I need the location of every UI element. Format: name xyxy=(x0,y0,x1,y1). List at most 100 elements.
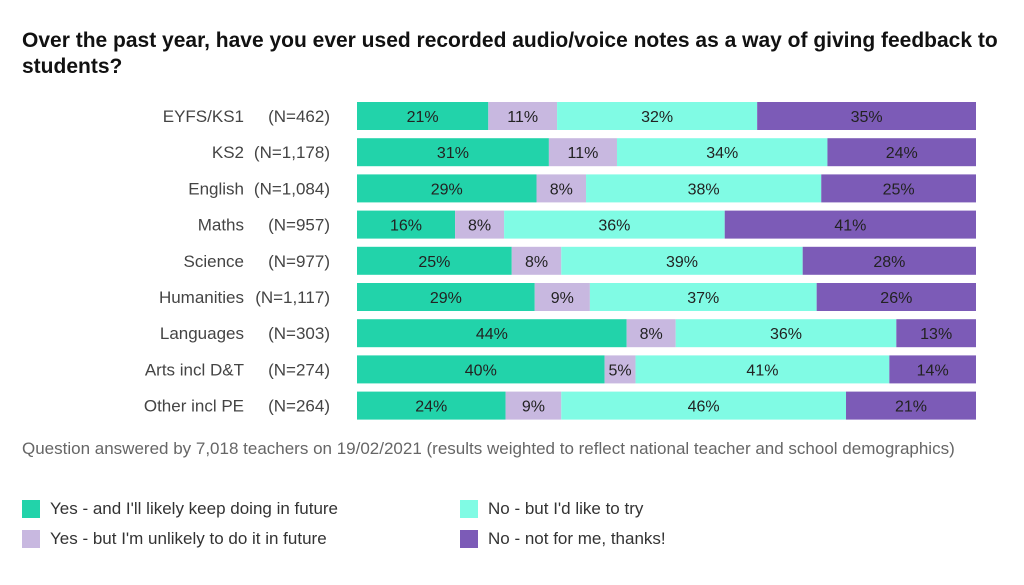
bar-segment xyxy=(846,391,976,420)
sample-size-label: (N=957) xyxy=(268,216,330,235)
bar-segment xyxy=(504,210,725,239)
chart-title: Over the past year, have you ever used r… xyxy=(22,29,998,78)
data-label: 29% xyxy=(431,181,463,198)
bar-segment xyxy=(357,355,605,384)
data-label: 41% xyxy=(746,362,778,379)
bar-segment xyxy=(816,283,976,311)
data-label: 35% xyxy=(851,109,883,126)
data-label: 8% xyxy=(468,218,491,235)
data-label: 5% xyxy=(609,362,632,379)
stacked-bar-chart: 21% 11% 32% 35% 31% 11% 34% 24% 29% 8% 38% 25% 16% 8%… xyxy=(144,102,976,420)
data-label: 9% xyxy=(551,290,574,307)
bar-segment xyxy=(757,102,976,130)
bar-segment xyxy=(675,319,897,348)
bar-segment xyxy=(561,391,847,420)
data-label: 8% xyxy=(640,326,663,343)
legend-item: No - not for me, thanks! xyxy=(460,528,666,550)
category-label: EYFS/KS1 xyxy=(163,107,244,126)
data-label: 25% xyxy=(418,254,450,271)
sample-size-label: (N=1,178) xyxy=(254,143,330,162)
bar-segment xyxy=(802,246,976,275)
bar-segment xyxy=(561,246,803,275)
data-label: 9% xyxy=(522,399,545,416)
bar-segment xyxy=(889,355,976,384)
data-label: 31% xyxy=(437,145,469,162)
bar-area: 21% 11% 32% 35% 31% 11% 34% 24% 29% 8% 38% 25% 16% 8%… xyxy=(357,102,976,420)
category-label: Languages xyxy=(160,324,244,343)
bar-segment xyxy=(557,102,758,130)
bar-segment xyxy=(626,319,676,348)
data-label: 11% xyxy=(568,145,599,162)
sample-size-label: (N=1,117) xyxy=(255,288,330,307)
bar-segment xyxy=(896,319,976,348)
bar-segment xyxy=(821,174,976,203)
data-label: 34% xyxy=(706,145,738,162)
bar-segment xyxy=(357,102,489,130)
sample-size-label: (N=264) xyxy=(268,397,330,416)
legend-swatch xyxy=(22,500,40,518)
data-label: 16% xyxy=(390,218,422,235)
bar-segment xyxy=(357,246,512,275)
bar-segment xyxy=(589,283,817,311)
data-label: 8% xyxy=(550,181,573,198)
sample-size-label: (N=1,084) xyxy=(254,179,330,198)
data-label: 8% xyxy=(525,254,548,271)
data-label: 28% xyxy=(873,254,905,271)
bar-segment xyxy=(724,210,976,239)
bar-segment xyxy=(827,138,976,167)
sample-size-label: (N=977) xyxy=(268,252,330,271)
data-label: 29% xyxy=(430,290,462,307)
legend-label: No - not for me, thanks! xyxy=(488,529,666,548)
data-label: 14% xyxy=(917,362,949,379)
data-label: 13% xyxy=(920,326,952,343)
bar-segment xyxy=(548,138,617,167)
legend-item: Yes - but I'm unlikely to do it in futur… xyxy=(22,528,327,550)
bar-segment xyxy=(357,283,535,311)
bar-segment xyxy=(511,246,562,275)
data-label: 36% xyxy=(598,218,630,235)
category-label: Other incl PE xyxy=(144,397,244,416)
bar-segment xyxy=(488,102,558,130)
legend-swatch xyxy=(460,500,478,518)
bar-segment xyxy=(357,174,537,203)
data-label: 24% xyxy=(415,399,447,416)
footnote: Question answered by 7,018 teachers on 1… xyxy=(22,439,955,458)
data-label: 21% xyxy=(895,399,927,416)
category-labels: EYFS/KS1 (N=462) KS2 (N=1,178) English (N=1,0… xyxy=(144,107,330,416)
legend-label: Yes - but I'm unlikely to do it in futur… xyxy=(50,529,327,548)
data-label: 46% xyxy=(688,399,720,416)
bar-segment xyxy=(635,355,890,384)
bar-segment xyxy=(536,174,587,203)
category-label: Humanities xyxy=(159,288,244,307)
data-label: 41% xyxy=(834,218,866,235)
bar-segment xyxy=(534,283,590,311)
bar-segment xyxy=(505,391,562,420)
data-label: 25% xyxy=(883,181,915,198)
legend-label: No - but I'd like to try xyxy=(488,499,644,518)
data-label: 39% xyxy=(666,254,698,271)
bar-segment xyxy=(357,391,506,420)
category-label: English xyxy=(188,179,244,198)
bar-segment xyxy=(604,355,636,384)
bar-segment xyxy=(357,210,456,239)
data-label: 37% xyxy=(687,290,719,307)
legend-swatch xyxy=(460,530,478,548)
bar-segment xyxy=(455,210,505,239)
bar-segment xyxy=(586,174,822,203)
category-label: Maths xyxy=(198,216,244,235)
data-label: 21% xyxy=(407,109,439,126)
bar-segment xyxy=(616,138,828,167)
data-label: 44% xyxy=(476,326,508,343)
data-label: 11% xyxy=(507,109,538,126)
sample-size-label: (N=303) xyxy=(268,324,330,343)
legend-item: No - but I'd like to try xyxy=(460,498,643,520)
data-label: 32% xyxy=(641,109,673,126)
data-label: 26% xyxy=(880,290,912,307)
data-label: 38% xyxy=(688,181,720,198)
category-label: Science xyxy=(184,252,244,271)
category-label: KS2 xyxy=(212,143,244,162)
sample-size-label: (N=274) xyxy=(268,360,330,379)
data-label: 40% xyxy=(465,362,497,379)
legend-item: Yes - and I'll likely keep doing in futu… xyxy=(22,498,338,520)
category-label: Arts incl D&T xyxy=(145,360,244,379)
